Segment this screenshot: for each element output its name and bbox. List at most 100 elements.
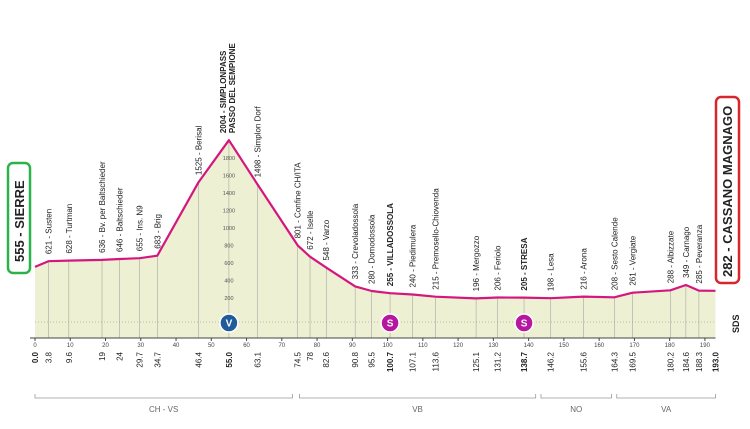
km-label: 184.6 — [682, 351, 691, 372]
x-tick-label: 190 — [700, 343, 711, 349]
km-label: 138.7 — [520, 351, 529, 372]
waypoint-label: 208 - Sesto Calende — [610, 217, 619, 290]
x-tick-label: 30 — [137, 343, 144, 349]
finish-label: 282 - CASSANO MAGNAGO — [720, 106, 735, 277]
waypoint-label: 288 - Albizzate — [666, 230, 675, 283]
km-label: 63.1 — [253, 351, 262, 367]
waypoint-label: 628 - Turtman — [65, 204, 74, 254]
km-label: 29.7 — [136, 351, 145, 367]
waypoint-label: 672 - Iselle — [306, 210, 315, 250]
profile-area — [35, 140, 716, 338]
x-tick-label: 100 — [383, 343, 394, 349]
waypoint-label: 280 - Domodossola — [368, 214, 377, 284]
logo: SDS — [731, 314, 741, 333]
region-bracket — [540, 394, 612, 399]
x-tick-label: 180 — [665, 343, 676, 349]
icon — [514, 313, 534, 333]
region-label: VB — [412, 405, 423, 414]
waypoint-label: 216 - Arona — [580, 248, 589, 290]
waypoint-label: PASSO DEL SEMPIONE — [228, 43, 237, 134]
km-label: 113.6 — [432, 351, 441, 371]
waypoint-label: 683 - Brig — [153, 214, 162, 249]
region-label: NO — [570, 405, 582, 414]
y-tick-label: 1200 — [223, 209, 235, 215]
region-bracket — [34, 394, 293, 399]
km-label: 100.7 — [386, 351, 395, 372]
x-tick-label: 60 — [243, 343, 250, 349]
waypoint-label: 636 - Bv. per Baltschieder — [98, 161, 107, 253]
km-label: 3.8 — [44, 351, 53, 363]
waypoint-label: 285 - Peveranza — [695, 224, 704, 283]
waypoint-label: 1525 - Berisal — [195, 125, 204, 175]
region-bracket — [299, 394, 537, 399]
icon — [380, 313, 400, 333]
km-label: 169.5 — [629, 351, 638, 372]
x-tick-label: 0 — [33, 343, 37, 349]
icon — [219, 313, 239, 333]
km-label: 193.0 — [712, 351, 721, 372]
x-tick-label: 160 — [594, 343, 605, 349]
km-label: 82.6 — [322, 351, 331, 367]
y-tick-label: 1600 — [223, 174, 235, 180]
profile-line — [34, 139, 716, 300]
waypoint-label: 1498 - Simplon Dorf — [253, 106, 262, 178]
icon-symbol: S — [521, 319, 528, 330]
x-tick-label: 170 — [629, 343, 640, 349]
km-label: 0.0 — [31, 351, 40, 363]
km-label: 155.6 — [580, 351, 589, 372]
waypoint-label: 801 - Confine CH/ITA — [294, 162, 303, 239]
waypoint-label: 548 - Varzo — [322, 219, 331, 260]
km-label: 131.2 — [494, 351, 503, 372]
km-label: 74.5 — [294, 351, 303, 367]
y-tick-label: 1400 — [223, 191, 235, 197]
km-label: 19 — [98, 351, 107, 360]
waypoint-label: 621 - Susten — [44, 209, 53, 254]
km-label: 95.5 — [368, 351, 377, 367]
icon-symbol: V — [226, 319, 233, 330]
km-label: 164.3 — [610, 351, 619, 372]
km-label: 90.8 — [351, 351, 360, 367]
finish-box — [714, 95, 741, 285]
x-tick-label: 70 — [278, 343, 285, 349]
x-tick-label: 10 — [67, 343, 74, 349]
waypoint-label: 255 - VILLADOSSOLA — [386, 203, 395, 286]
waypoint-label: 205 - STRESA — [520, 237, 529, 290]
waypoint-label: 206 - Feriolo — [494, 245, 503, 290]
region-label: VA — [661, 405, 672, 414]
x-tick-label: 140 — [524, 343, 535, 349]
km-label: 9.6 — [65, 351, 74, 363]
x-tick-label: 80 — [314, 343, 321, 349]
region-label: CH - VS — [149, 405, 178, 414]
km-label: 125.1 — [472, 351, 481, 372]
waypoint-label: 215 - Premosello-Chiovenda — [432, 188, 441, 290]
x-tick-label: 150 — [559, 343, 570, 349]
km-label: 34.7 — [153, 351, 162, 367]
y-tick-label: 600 — [224, 261, 233, 267]
km-label: 24 — [116, 351, 125, 360]
waypoint-label: 2004 - SIMPLONPASS — [219, 50, 228, 133]
waypoint-label: 349 - Carnago — [682, 226, 691, 278]
y-tick-label: 200 — [224, 296, 233, 302]
waypoint-label: 655 - Ins. N9 — [136, 205, 145, 251]
y-tick-label: 1800 — [223, 156, 235, 162]
x-tick-label: 90 — [349, 343, 356, 349]
region-bracket — [616, 394, 716, 399]
waypoint-label: 646 - Baltschieder — [116, 187, 125, 252]
km-label: 46.4 — [195, 351, 204, 367]
icon-symbol: S — [387, 319, 394, 330]
km-label: 107.1 — [409, 351, 418, 372]
km-label: 78 — [306, 351, 315, 360]
y-tick-label: 400 — [224, 279, 233, 285]
start-box — [6, 161, 32, 275]
x-tick-label: 130 — [488, 343, 499, 349]
km-label: 55.0 — [225, 351, 234, 367]
x-tick-label: 20 — [102, 343, 109, 349]
waypoint-label: 261 - Vergiate — [629, 235, 638, 285]
km-label: 180.2 — [666, 351, 675, 372]
start-label: 555 - SIERRE — [12, 180, 27, 262]
waypoint-label: 196 - Mergozzo — [472, 235, 481, 291]
x-tick-label: 110 — [418, 343, 428, 349]
km-label: 146.2 — [546, 351, 555, 372]
